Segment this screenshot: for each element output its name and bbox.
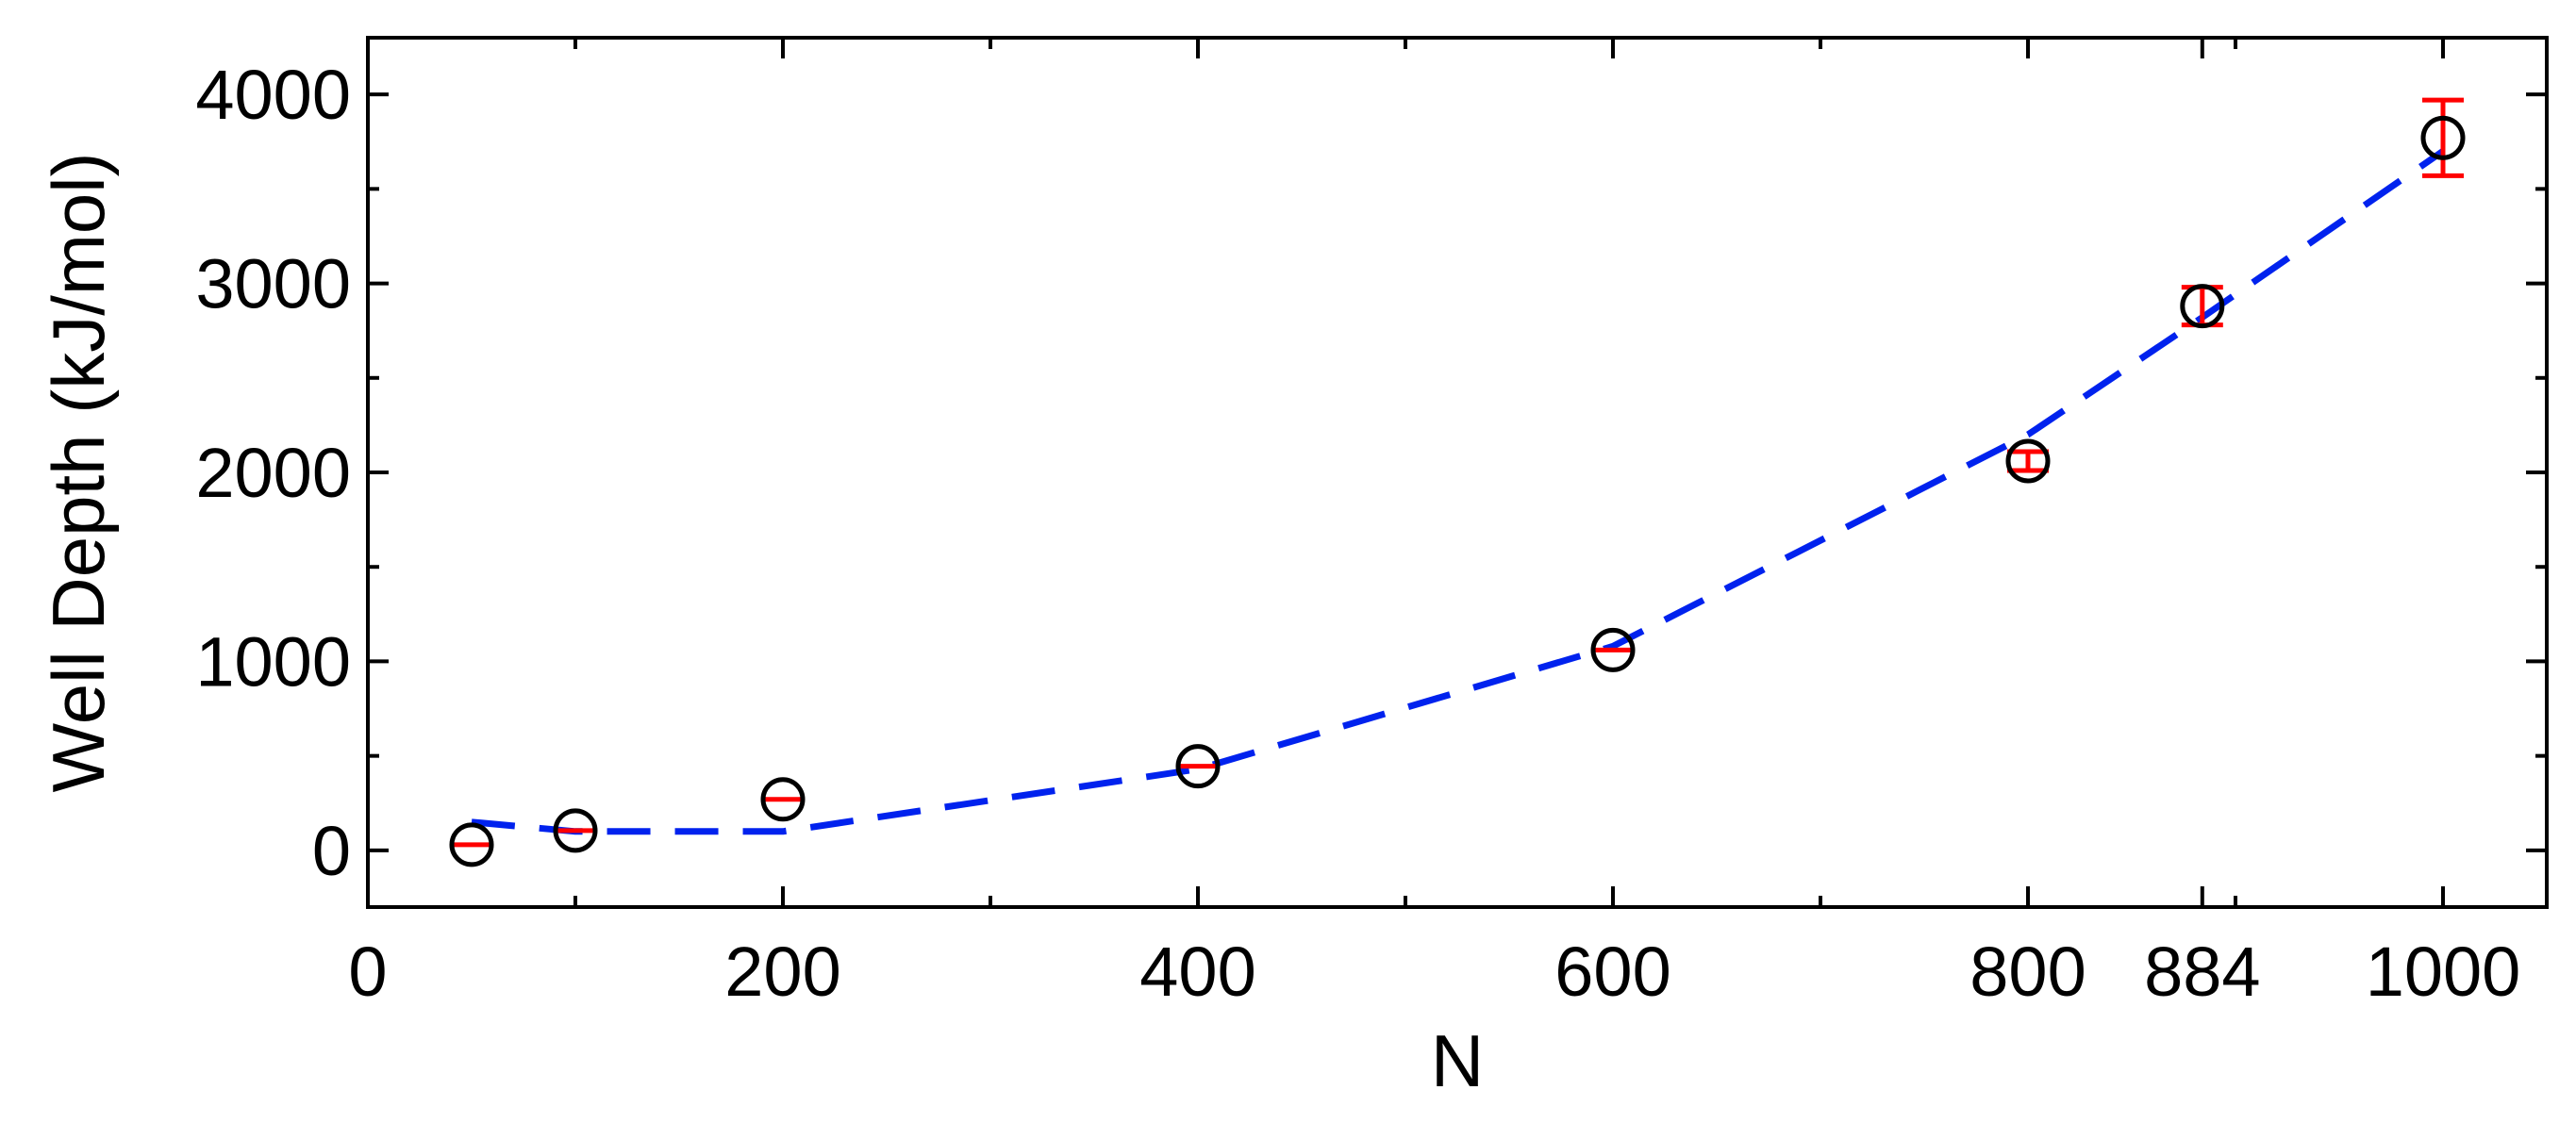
x-tick-label: 200 (724, 933, 840, 1011)
y-axis-title: Well Depth (kJ/mol) (37, 152, 120, 792)
y-tick-label: 2000 (195, 434, 351, 512)
x-tick-label: 0 (348, 933, 387, 1011)
y-tick-label: 1000 (195, 622, 351, 701)
data-point (760, 777, 806, 822)
data-point (2420, 97, 2466, 178)
point-marker (1590, 627, 1636, 672)
data-point (2180, 284, 2225, 329)
x-tick-label: 884 (2144, 933, 2260, 1011)
y-tick-label: 3000 (195, 245, 351, 323)
point-marker (760, 777, 806, 822)
point-marker (449, 822, 494, 867)
data-point (553, 808, 598, 853)
y-tick-label: 4000 (195, 56, 351, 134)
x-tick-label: 600 (1554, 933, 1670, 1011)
x-tick-label: 1000 (2366, 933, 2521, 1011)
point-marker (2180, 284, 2225, 329)
data-point (449, 822, 494, 867)
x-tick-labels: 0 200 400 600 800 884 1000 (348, 933, 2520, 1011)
plot-frame (366, 36, 2549, 909)
fit-line-layer (471, 148, 2445, 835)
y-tick-labels: 0 1000 2000 3000 4000 (195, 56, 351, 890)
point-marker (2420, 115, 2466, 160)
y-tick-label: 0 (312, 812, 351, 890)
data-point (2005, 438, 2051, 484)
x-axis-title: N (1431, 1019, 1484, 1102)
axis-ticks (366, 38, 2547, 907)
data-point (1590, 627, 1636, 672)
point-marker (553, 808, 598, 853)
data-point (1175, 744, 1221, 789)
x-tick-label: 800 (1969, 933, 2086, 1011)
data-points-layer (449, 97, 2466, 867)
point-marker (2005, 438, 2051, 484)
point-marker (1175, 744, 1221, 789)
fit-line (471, 148, 2445, 835)
x-tick-label: 400 (1139, 933, 1255, 1011)
